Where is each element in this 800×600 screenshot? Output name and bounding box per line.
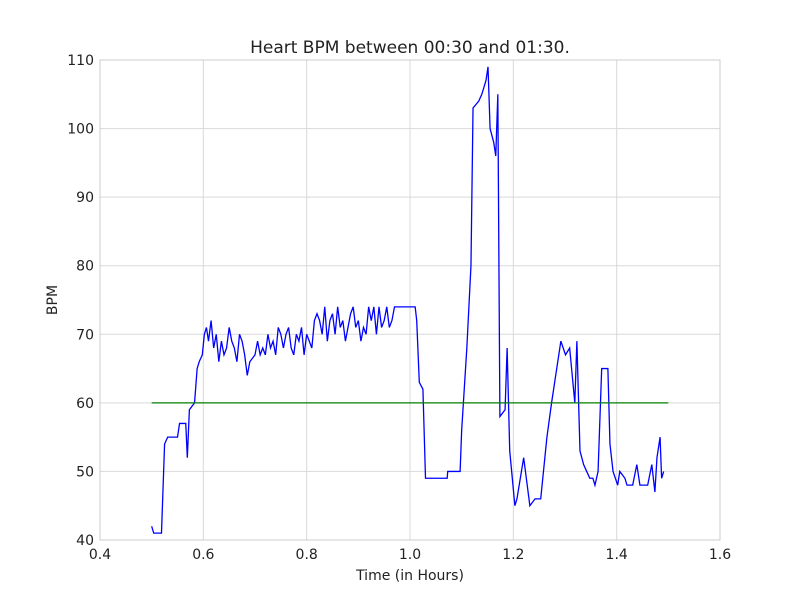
y-tick-label: 100 (67, 122, 94, 138)
y-tick-label: 70 (76, 327, 94, 343)
x-tick-label: 1.2 (502, 547, 524, 563)
y-tick-label: 110 (67, 53, 94, 69)
x-tick-label: 0.4 (89, 547, 111, 563)
y-axis-label: BPM (45, 285, 61, 315)
y-tick-label: 90 (76, 190, 94, 206)
x-tick-label: 1.0 (399, 547, 421, 563)
x-tick-label: 0.8 (296, 547, 318, 563)
y-tick-label: 40 (76, 533, 94, 549)
x-tick-label: 1.4 (606, 547, 628, 563)
y-tick-label: 80 (76, 259, 94, 275)
data-line (151, 66, 665, 534)
y-tick-label: 50 (76, 464, 94, 480)
x-tick-label: 1.6 (709, 547, 731, 563)
x-axis-label: Time (in Hours) (355, 568, 464, 584)
x-tick-label: 0.6 (192, 547, 214, 563)
chart-title: Heart BPM between 00:30 and 01:30. (250, 38, 570, 58)
plot-frame (99, 59, 721, 541)
y-tick-label: 60 (76, 396, 94, 412)
